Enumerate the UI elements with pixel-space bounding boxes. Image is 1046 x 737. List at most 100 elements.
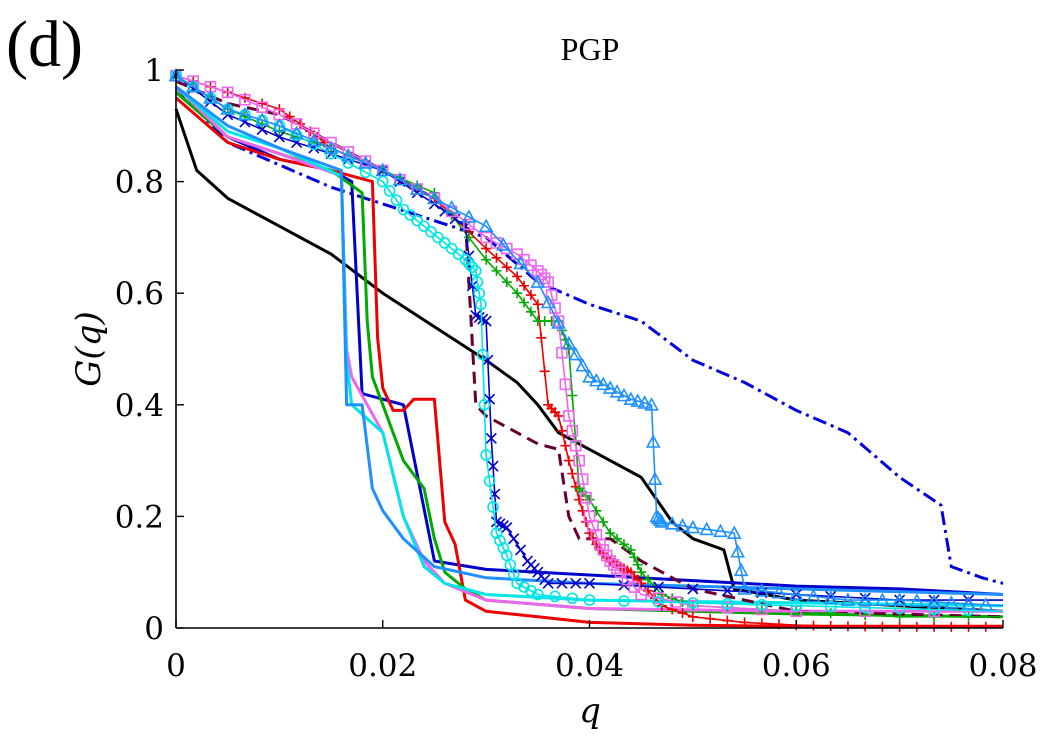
data-point: [566, 592, 579, 605]
y-tick-label: 0.4: [115, 388, 164, 424]
series-line: [175, 74, 1004, 607]
data-point: [452, 248, 465, 260]
data-point: [481, 243, 492, 254]
y-tick-label: 0.6: [115, 276, 164, 312]
data-point: [491, 252, 502, 263]
data-point: [929, 621, 940, 632]
data-point: [519, 297, 530, 308]
data-point: [487, 501, 499, 513]
data-point: [487, 460, 499, 472]
data-point: [911, 621, 922, 632]
y-axis-title: G(q): [69, 311, 109, 386]
data-point: [808, 620, 819, 631]
data-point: [358, 155, 373, 169]
x-tick-label: 0.02: [348, 648, 417, 684]
data-point: [823, 590, 839, 605]
data-point: [515, 544, 527, 556]
data-point: [630, 393, 646, 407]
data-point: [618, 595, 630, 607]
data-point: [470, 309, 482, 322]
data-point: [480, 449, 492, 461]
data-point: [739, 617, 750, 628]
data-point: [478, 218, 494, 233]
data-point: [598, 516, 609, 527]
data-point: [790, 599, 803, 612]
data-point: [595, 376, 611, 391]
data-point: [256, 123, 268, 136]
data-point: [635, 588, 647, 601]
data-point: [574, 494, 585, 505]
data-point: [556, 425, 567, 436]
data-point: [567, 390, 578, 401]
data-point: [390, 194, 403, 206]
data-point: [943, 595, 959, 609]
data-point: [501, 277, 512, 288]
data-point: [652, 596, 665, 608]
chart-title: PGP: [561, 31, 620, 67]
y-tick-label: 0.2: [115, 499, 164, 535]
data-point: [687, 583, 699, 595]
series-2: [175, 91, 1004, 596]
data-point: [563, 455, 574, 466]
data-point: [859, 601, 871, 614]
data-point: [946, 621, 957, 632]
data-point: [685, 519, 701, 534]
data-point: [643, 585, 654, 596]
data-point: [806, 588, 821, 603]
data-point: [551, 315, 566, 329]
data-point: [582, 369, 597, 383]
data-point: [568, 346, 584, 361]
data-point: [607, 558, 620, 571]
data-point: [647, 471, 663, 485]
data-point: [580, 491, 592, 504]
data-point: [755, 598, 768, 611]
data-point: [713, 523, 728, 538]
data-point: [737, 581, 752, 595]
data-point: [893, 602, 906, 615]
data-point: [549, 590, 561, 603]
data-point: [632, 559, 643, 570]
series-line: [174, 85, 1004, 585]
data-point: [566, 425, 579, 437]
data-point: [614, 566, 627, 579]
data-point: [824, 600, 837, 613]
data-point: [857, 592, 873, 606]
data-point: [469, 265, 482, 277]
data-point: [425, 226, 437, 238]
data-point: [397, 203, 410, 216]
data-point: [392, 172, 408, 186]
data-point: [575, 358, 590, 372]
data-point: [583, 594, 596, 606]
data-point: [418, 220, 430, 233]
data-point: [463, 218, 475, 231]
series-line: [175, 79, 1004, 619]
data-point: [771, 584, 787, 599]
data-point: [438, 237, 451, 249]
series-line: [175, 96, 1003, 628]
y-tick-label: 1: [144, 53, 164, 89]
data-point: [675, 518, 690, 532]
x-tick-label: 0: [166, 648, 186, 684]
data-point: [342, 157, 355, 169]
series-0: [174, 108, 1004, 613]
data-point: [652, 581, 664, 593]
data-point: [411, 214, 424, 227]
data-point: [859, 605, 871, 618]
data-point: [445, 242, 458, 255]
data-point: [496, 237, 511, 251]
data-point: [256, 101, 268, 113]
data-point: [376, 175, 389, 188]
data-point: [512, 288, 523, 299]
data-point: [611, 562, 623, 575]
data-point: [512, 271, 523, 282]
data-point: [220, 101, 236, 115]
y-tick-label: 0.8: [115, 165, 164, 201]
data-point: [875, 592, 890, 606]
data-point: [721, 601, 734, 614]
data-point: [501, 262, 512, 273]
data-point: [616, 387, 632, 402]
data-point: [518, 581, 530, 593]
data-point: [894, 621, 905, 632]
data-point: [909, 593, 925, 607]
data-point: [584, 528, 595, 539]
